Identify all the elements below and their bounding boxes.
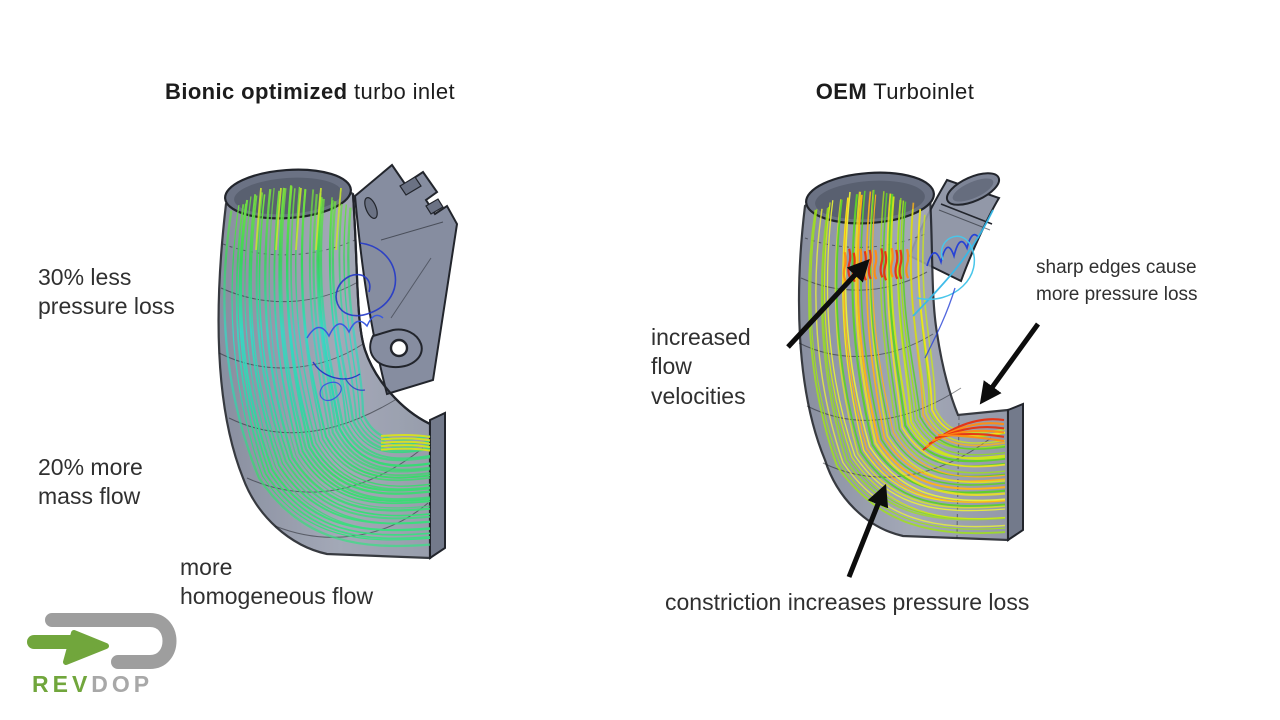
left-figure-title: Bionic optimized turbo inlet [100, 79, 520, 105]
oem-swirl-lines [912, 209, 994, 359]
bionic-outlet-flange [429, 411, 446, 560]
oem-hot-spots [842, 247, 1005, 451]
annotation-pressure-loss: 30% less pressure loss [38, 264, 175, 320]
left-title-regular: turbo inlet [347, 79, 455, 104]
revdop-logo-graphic: REVDOP [27, 613, 177, 697]
bionic-turbo-inlet-figure [217, 163, 459, 560]
logo-r-mark [27, 630, 109, 665]
annotation-constriction: constriction increases pressure loss [665, 589, 1030, 615]
right-title-regular: Turboinlet [867, 79, 975, 104]
bionic-lug [369, 328, 423, 369]
logo-wordmark: REVDOP [32, 671, 153, 697]
bionic-streamlines [223, 185, 431, 548]
logo-wordmark-rev: REV [32, 671, 91, 697]
annotation-homogeneous-flow: more homogeneous flow [180, 554, 374, 610]
right-figure-title: OEM Turboinlet [710, 79, 1080, 105]
right-title-bold: OEM [815, 79, 868, 104]
bionic-flow-overlays [255, 187, 431, 452]
oem-turbo-inlet-figure [797, 171, 1024, 542]
bionic-swirl-lines [306, 242, 397, 402]
left-title-bold: Bionic optimized [165, 79, 348, 104]
annotation-mass-flow: 20% more mass flow [38, 454, 143, 510]
revdop-logo: REVDOP [18, 604, 218, 705]
annotation-sharp-edges: sharp edges cause more pressure loss [1036, 257, 1198, 305]
bionic-pipe-edge [351, 193, 431, 425]
logo-d-mark [45, 613, 177, 669]
oem-outlet-flange [1007, 402, 1024, 542]
logo-wordmark-dop: DOP [91, 671, 153, 697]
annotation-increased-velocities: increased flow velocities [651, 324, 751, 409]
